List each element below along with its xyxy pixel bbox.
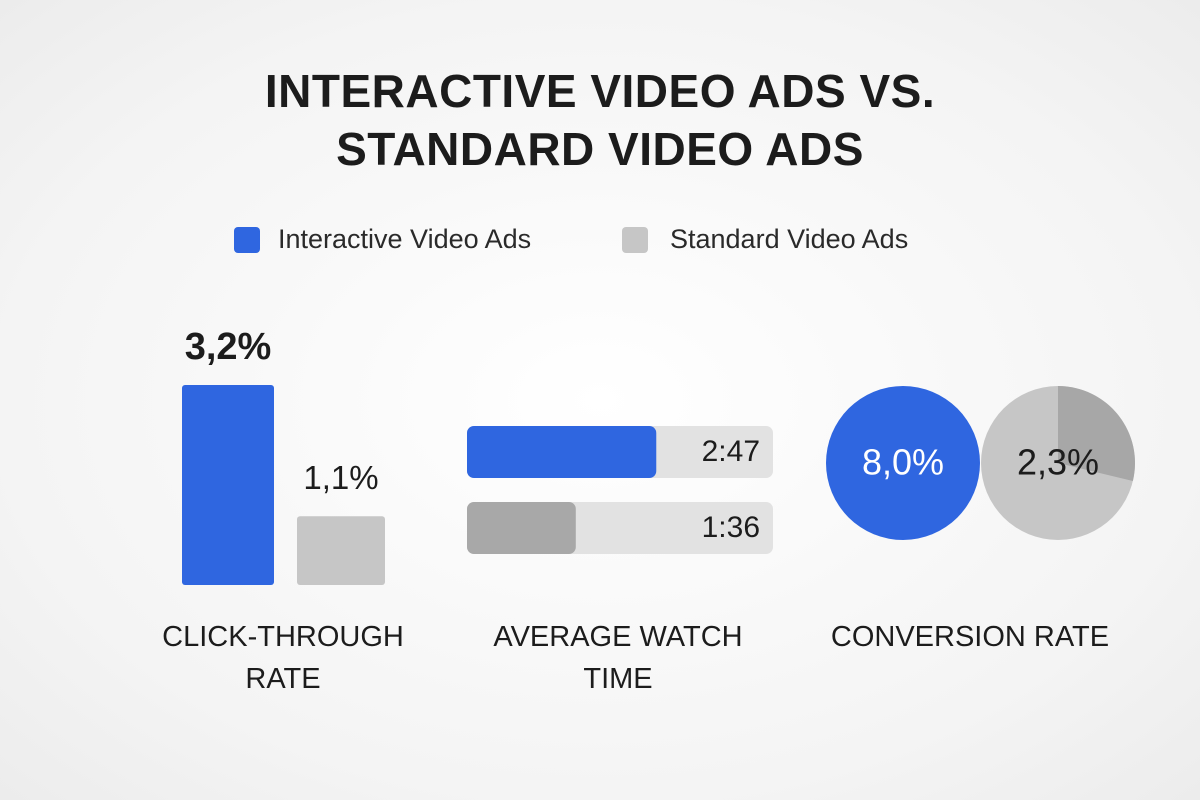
pie-circle — [826, 386, 980, 540]
bar — [297, 516, 385, 585]
pie-slice — [1058, 386, 1135, 481]
bar — [182, 385, 274, 585]
value-label: 1:36 — [702, 511, 760, 544]
legend-swatch — [622, 227, 648, 253]
legend-swatch — [234, 227, 260, 253]
chart-subtitle: AVERAGE WATCH TIME — [493, 621, 743, 695]
chart-subtitle: CONVERSION RATE — [830, 621, 1110, 653]
value-label: 1,1% — [303, 459, 378, 496]
value-label: 8,0% — [862, 442, 944, 483]
bar — [467, 502, 576, 554]
value-label: 3,2% — [185, 326, 272, 368]
value-label: 2:47 — [702, 435, 760, 468]
bar — [467, 426, 657, 478]
chart-subtitle: CLICK-THROUGH RATE — [162, 621, 404, 695]
legend-label: Interactive Video Ads — [278, 224, 531, 254]
value-label: 2,3% — [1017, 442, 1099, 483]
legend-label: Standard Video Ads — [670, 224, 908, 254]
chart-title: INTERACTIVE VIDEO ADS VS. STANDARD VIDEO… — [264, 65, 936, 175]
